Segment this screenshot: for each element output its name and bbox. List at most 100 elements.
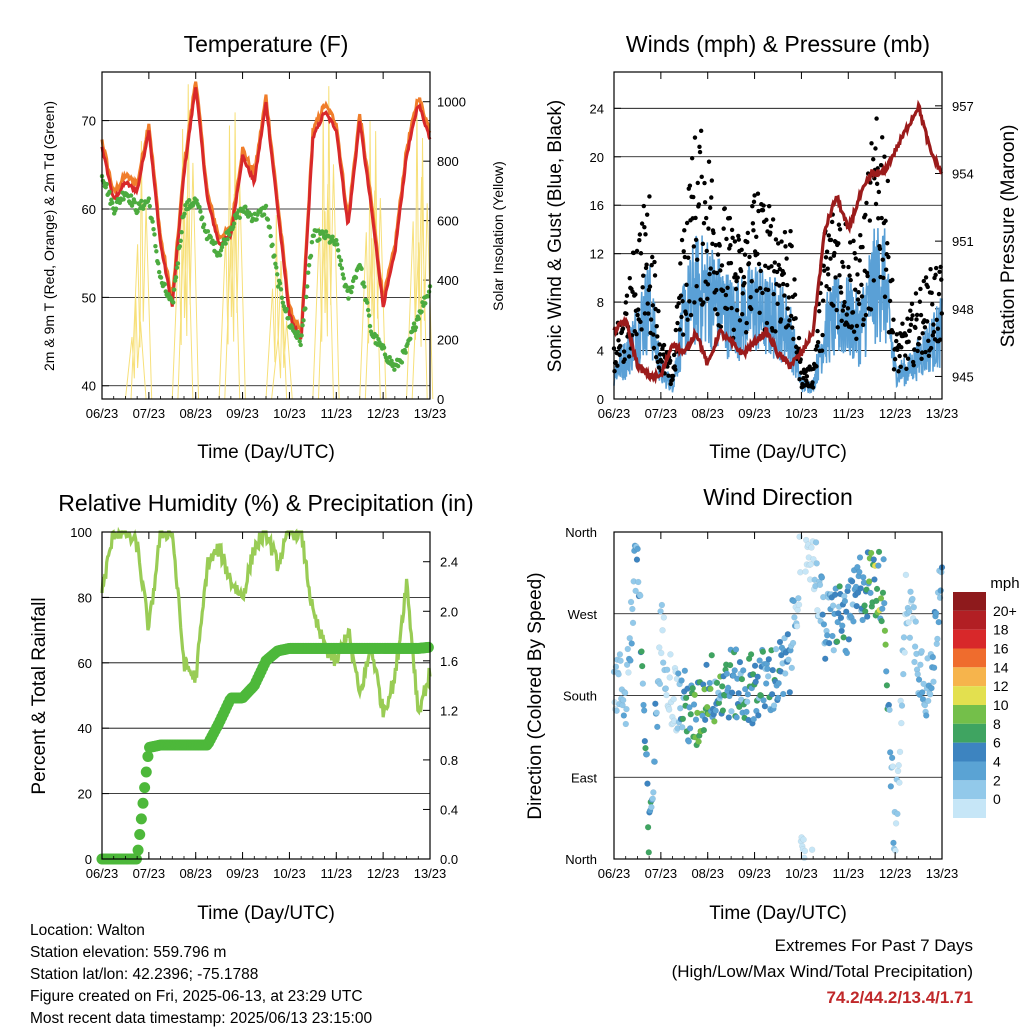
gust-point	[725, 285, 730, 290]
gust-point	[847, 273, 852, 278]
direction-point	[622, 720, 629, 728]
direction-point	[764, 665, 771, 673]
direction-point	[656, 680, 664, 688]
gust-point	[833, 275, 838, 280]
gust-point	[704, 215, 709, 221]
direction-point	[639, 662, 646, 670]
wind-ytick-label: 8	[597, 295, 604, 310]
direction-point	[901, 649, 908, 656]
gust-point	[914, 312, 920, 318]
gust-point	[640, 285, 645, 290]
gust-point	[626, 354, 632, 359]
gust-point	[913, 325, 918, 331]
temp-xtick-label: 10/23	[273, 406, 306, 421]
dewpoint-point	[301, 318, 306, 323]
direction-point	[624, 645, 631, 653]
direction-point	[932, 610, 940, 617]
location-text: Location: Walton	[30, 922, 145, 939]
direction-point	[776, 638, 784, 646]
gust-point	[912, 347, 917, 352]
gust-point	[680, 332, 686, 337]
colorbar-label: 8	[993, 716, 1001, 732]
dewpoint-point	[225, 236, 230, 242]
gust-point	[694, 284, 699, 289]
gust-point	[655, 334, 660, 339]
gust-point	[631, 250, 636, 256]
direction-point	[843, 649, 851, 657]
direction-point	[898, 702, 906, 709]
direction-point	[907, 588, 914, 595]
dewpoint-point	[367, 323, 373, 329]
gust-point	[848, 277, 853, 283]
dewpoint-point	[270, 242, 275, 247]
direction-point	[643, 751, 650, 758]
direction-point	[772, 645, 780, 653]
gust-point	[708, 266, 713, 271]
pressure-ytick-label: 957	[952, 99, 974, 114]
dewpoint-point	[110, 200, 115, 206]
gust-point	[666, 373, 671, 378]
gust-point	[647, 194, 652, 199]
direction-point	[620, 712, 627, 719]
gust-point	[692, 300, 697, 305]
gust-point	[775, 301, 780, 306]
direction-point	[617, 657, 624, 664]
dewpoint-point	[408, 336, 413, 341]
wind-xtick-label: 07/23	[645, 406, 678, 421]
recent-data-text: Most recent data timestamp: 2025/06/13 2…	[30, 1010, 373, 1027]
extremes-values: 74.2/44.2/13.4/1.71	[826, 988, 973, 1007]
gust-point	[695, 257, 700, 262]
direction-point	[703, 661, 710, 668]
direction-point	[919, 689, 926, 696]
gust-point	[909, 301, 915, 307]
gust-point	[706, 226, 711, 231]
direction-point	[813, 560, 820, 567]
direction-point	[791, 614, 798, 621]
gust-point	[651, 332, 656, 337]
gust-point	[744, 320, 749, 326]
colorbar-swatch	[953, 723, 986, 743]
gust-point	[661, 342, 667, 348]
direction-point	[896, 779, 903, 786]
winds-ylabel-left: Sonic Wind & Gust (Blue, Black)	[545, 100, 566, 372]
direction-point	[723, 670, 730, 677]
gust-point	[751, 228, 756, 233]
dewpoint-point	[279, 295, 285, 300]
gust-point	[856, 290, 861, 295]
gust-point	[860, 244, 865, 250]
direction-point	[622, 689, 629, 697]
gust-point	[880, 257, 885, 262]
direction-point	[623, 661, 631, 668]
dir-frame	[613, 531, 943, 860]
gust-point	[737, 318, 743, 323]
direction-point	[830, 647, 837, 654]
gust-point	[723, 292, 729, 298]
gust-point	[624, 311, 629, 317]
precip-point	[139, 782, 151, 794]
wind-xtick-label: 08/23	[691, 406, 724, 421]
dewpoint-point	[349, 289, 354, 295]
gust-point	[837, 227, 843, 232]
gust-point	[615, 363, 620, 368]
direction-point	[658, 649, 665, 657]
gust-point	[871, 278, 876, 283]
direction-point	[633, 556, 641, 563]
direction-point	[769, 666, 776, 674]
dewpoint-point	[399, 360, 405, 365]
direction-point	[711, 718, 718, 725]
gust-point	[652, 273, 658, 278]
gust-point	[781, 281, 786, 287]
dewpoint-point	[290, 324, 295, 330]
gust-point	[692, 135, 698, 140]
direction-point	[879, 589, 887, 596]
dewpoint-point	[162, 282, 167, 287]
gust-point	[835, 325, 840, 330]
gust-point	[642, 311, 648, 316]
direction-point	[750, 716, 757, 723]
direction-point	[755, 712, 762, 719]
rh-xtick-label: 07/23	[133, 866, 166, 881]
direction-point	[719, 707, 727, 714]
dewpoint-point	[158, 275, 164, 280]
direction-point	[890, 839, 897, 847]
